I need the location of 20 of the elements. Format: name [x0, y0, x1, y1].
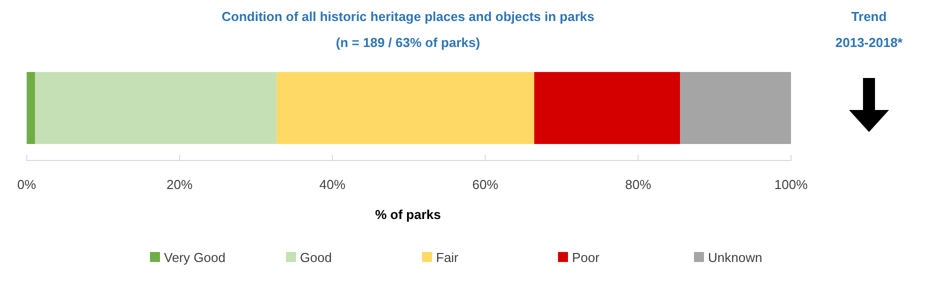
- x-tick-label: 60%: [472, 177, 499, 192]
- legend-label: Unknown: [708, 250, 762, 265]
- bar: [276, 72, 534, 144]
- chart-subtitle: (n = 189 / 63% of parks): [336, 35, 480, 50]
- x-tick-label: 20%: [166, 177, 194, 192]
- legend-label: Very Good: [164, 250, 226, 265]
- x-axis-title: % of parks: [375, 207, 441, 222]
- bar: [680, 72, 791, 144]
- text: Trend 2013-2018*: [835, 9, 904, 50]
- legend-label: Fair: [436, 250, 460, 265]
- legend-label: Good: [300, 250, 332, 265]
- bar: [35, 72, 277, 144]
- x-tick-label: 0%: [17, 177, 37, 192]
- chart-title: Condition of all historic heritage places and objects in parks: [222, 9, 594, 24]
- bar: [26, 72, 36, 144]
- x-tick-label: 40%: [319, 177, 346, 192]
- bar: [534, 72, 680, 144]
- x-tick-label: 100%: [774, 177, 808, 192]
- x-tick-label: 80%: [625, 177, 652, 192]
- legend-label: Poor: [572, 250, 600, 265]
